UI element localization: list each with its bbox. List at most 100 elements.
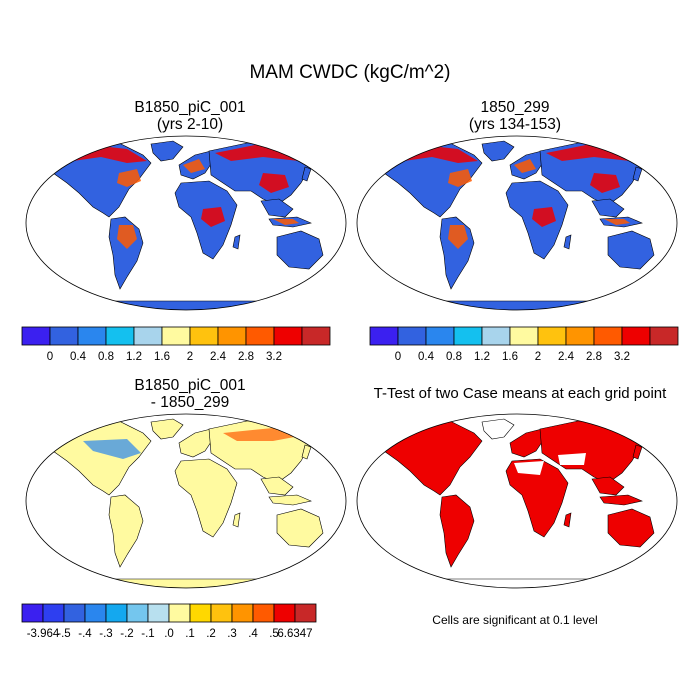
hotspot-indonesia-forest [604, 219, 630, 225]
colorbar-label: 1.2 [126, 351, 142, 363]
colorbar-box [453, 326, 483, 346]
colorbar-box [273, 603, 296, 623]
colorbar-label: .4 [248, 628, 258, 640]
map-border [356, 135, 678, 311]
colorbar-box [369, 326, 399, 346]
map-panel-4 [356, 413, 678, 589]
colorbar-box [126, 603, 149, 623]
land-europe [509, 428, 545, 458]
colorbar-box [621, 326, 651, 346]
colorbar-panel-2: 0 0.4 0.8 1.2 1.6 2 2.4 2.8 3.2 [369, 326, 679, 363]
colorbar-label: 0.4 [70, 351, 87, 363]
land-japan [632, 444, 643, 460]
colorbar-box [105, 326, 135, 346]
colorbar-label: -.2 [120, 628, 133, 640]
colorbar-label: 6.6347 [277, 628, 312, 640]
colorbar-box [77, 326, 107, 346]
land-madagascar [563, 234, 572, 250]
land-greenland [150, 418, 184, 440]
hotspot-europe-forest [514, 159, 536, 173]
land-greenland [150, 140, 184, 162]
panel-2-title: 1850_299 (yrs 134-153) [360, 99, 670, 133]
map-panel-2 [356, 135, 678, 311]
colorbar-box [273, 326, 303, 346]
hotspot-amazon [117, 225, 137, 249]
land-japan [301, 166, 312, 182]
colorbar-box [105, 603, 128, 623]
insignificant-arabia [558, 453, 586, 465]
colorbar-label: -.4 [78, 628, 92, 640]
ttest-note: Cells are significant at 0.1 level [432, 613, 598, 627]
hotspot-europe-forest [183, 159, 205, 173]
hotspot-indonesia-forest [273, 219, 299, 225]
colorbar-box [217, 326, 247, 346]
insignificant-sahara [514, 461, 544, 475]
land-southeast-asia [591, 476, 625, 496]
land-europe [178, 428, 214, 458]
panel-3-title: B1850_piC_001 - 1850_299 [30, 377, 350, 411]
colorbar-box [63, 603, 86, 623]
figure-title: MAM CWDC (kgC/m^2) [249, 62, 451, 83]
colorbar-box [189, 326, 219, 346]
land-antarctica [49, 300, 321, 310]
colorbar-box [301, 326, 331, 346]
hotspot-congo [532, 207, 556, 227]
colorbar-panel-1: 0 0.4 0.8 1.2 1.6 2 2.4 2.8 3.2 [21, 326, 331, 363]
hotspot-amazon [448, 225, 468, 249]
land-africa [174, 458, 238, 538]
land-africa [505, 458, 569, 538]
colorbar-label: .3 [227, 628, 237, 640]
colorbar-box [481, 326, 511, 346]
colorbar-box [294, 603, 317, 623]
panel-1-title: B1850_piC_001 (yrs 2-10) [30, 99, 350, 133]
colorbar-box [397, 326, 427, 346]
colorbar-label: 3.2 [614, 351, 630, 363]
colorbar-label: .1 [185, 628, 195, 640]
colorbar-box [210, 603, 233, 623]
land-south-america [439, 494, 475, 568]
land-southeast-asia [260, 198, 294, 218]
colorbar-label: 1.6 [502, 351, 518, 363]
colorbar-box [252, 603, 275, 623]
colorbar-box [21, 326, 51, 346]
colorbar-label: 1.2 [474, 351, 490, 363]
hotspot-eastern-us [448, 169, 472, 187]
panel-2-title-line2: (yrs 134-153) [468, 116, 562, 133]
land-antarctica [380, 578, 652, 588]
colorbar-box [245, 326, 275, 346]
land-madagascar [232, 512, 241, 528]
land-australia [607, 508, 655, 548]
colorbar-label: .2 [206, 628, 216, 640]
land-greenland [481, 418, 515, 440]
land-antarctica [49, 578, 321, 588]
land-japan [301, 444, 312, 460]
colorbar-label: 2 [187, 351, 193, 363]
land-greenland [481, 140, 515, 162]
colorbar-label: -.3 [99, 628, 112, 640]
land-antarctica [380, 300, 652, 310]
colorbar-label: .0 [164, 628, 174, 640]
colorbar-label: 0.4 [418, 351, 435, 363]
panel-1-title-line1: B1850_piC_001 [134, 99, 246, 116]
colorbar-box [21, 603, 44, 623]
land-australia [276, 508, 324, 548]
land-new-zealand [326, 544, 335, 558]
colorbar-label: 2 [535, 351, 541, 363]
colorbar-box [565, 326, 595, 346]
land-madagascar [563, 512, 572, 528]
panel-3-title-line2: - 1850_299 [150, 394, 230, 411]
colorbar-box [509, 326, 539, 346]
colorbar-label: 0.8 [446, 351, 462, 363]
colorbar-box [425, 326, 455, 346]
land-japan [632, 166, 643, 182]
colorbar-label: 1.6 [154, 351, 170, 363]
land-indonesia [599, 494, 643, 506]
land-south-america [108, 494, 144, 568]
land-australia [607, 230, 655, 270]
panel-3-title-line1: B1850_piC_001 [134, 377, 246, 394]
land-indonesia [268, 494, 312, 506]
hotspot-congo [201, 207, 225, 227]
panel-4-title: T-Test of two Case means at each grid po… [373, 385, 667, 402]
colorbar-difference: -3.964-.5 -.4 -.3 -.2 -.1 .0 .1 .2 .3 .4 .56.6347 [21, 603, 317, 640]
panel-1-title-line2: (yrs 2-10) [156, 116, 224, 133]
